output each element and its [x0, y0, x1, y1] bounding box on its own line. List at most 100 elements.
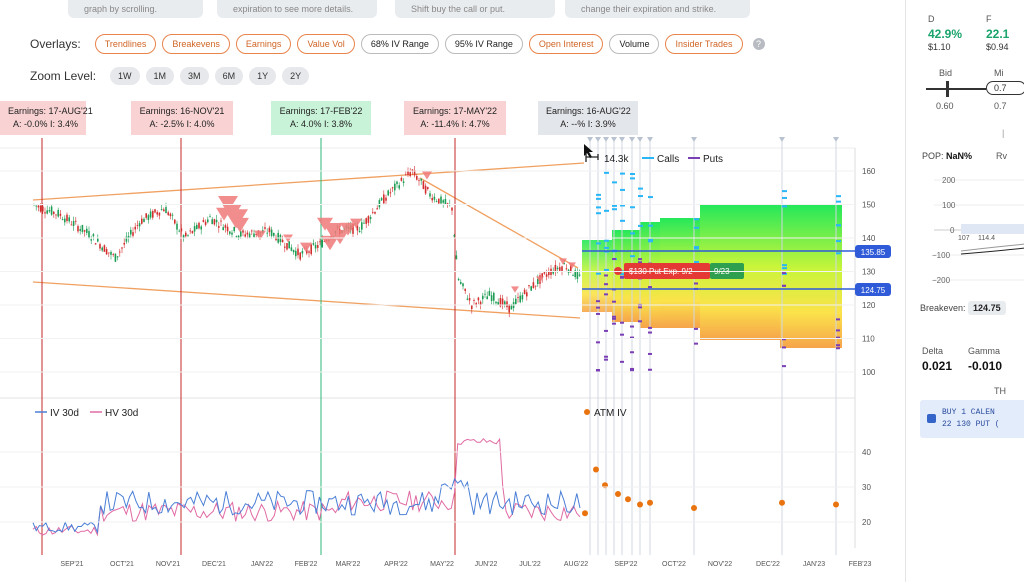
overlay-open-interest-button[interactable]: Open Interest — [528, 34, 604, 54]
options-chart: 135.85 124.75 $130 Put Exp. 9/2 9/23 14.… — [0, 137, 891, 568]
earnings-box-aug21[interactable]: Earnings: 17-AUG'21 A: -0.0% I: 3.4% — [0, 101, 93, 135]
candle-body — [81, 224, 84, 232]
candle-body — [358, 230, 361, 233]
candle-body — [255, 233, 257, 236]
order-summary-card[interactable]: BUY 1 CALEN 22 130 PUT ( — [920, 400, 1024, 438]
put-oi-tick — [612, 300, 616, 303]
overlay-insider-trades-button[interactable]: Insider Trades — [665, 34, 743, 54]
candle-body — [576, 271, 579, 279]
call-oi-tick — [630, 173, 635, 176]
call-oi-tick — [782, 264, 787, 267]
overlay-trendlines-button[interactable]: Trendlines — [94, 34, 157, 54]
candle-body — [121, 247, 123, 249]
candle-body — [504, 301, 506, 305]
candle-body — [339, 229, 341, 235]
call-oi-tick — [836, 240, 841, 243]
candle-body — [284, 246, 286, 248]
overlay-volume-button[interactable]: Volume — [609, 34, 660, 54]
insider-sale-icon — [254, 230, 266, 241]
iv-tick-label: 30 — [862, 483, 871, 492]
delta-label: Delta — [922, 346, 944, 356]
time-tick-label: JAN'23 — [803, 561, 825, 568]
pop-value: NaN% — [946, 151, 973, 161]
call-oi-tick — [638, 224, 643, 227]
expiry-marker-icon — [611, 137, 617, 142]
call-oi-tick — [620, 172, 625, 175]
candle-body — [277, 232, 279, 243]
candle-body — [268, 227, 271, 233]
candle-body — [97, 238, 99, 242]
candle-body — [341, 230, 343, 233]
put-oi-tick — [604, 358, 608, 361]
candle-body — [407, 171, 409, 175]
call-oi-tick — [782, 267, 787, 270]
earnings-box-may22[interactable]: Earnings: 17-MAY'22 A: -11.4% I: 4.7% — [404, 101, 506, 135]
help-icon[interactable]: ? — [752, 38, 765, 50]
overlay-value-vol-button[interactable]: Value Vol — [297, 34, 355, 54]
call-oi-tick — [648, 275, 653, 278]
call-oi-tick — [630, 232, 635, 235]
section-marker: | — [1002, 128, 1005, 138]
put-oi-tick — [836, 336, 840, 339]
overlay-earnings-button[interactable]: Earnings — [235, 34, 292, 54]
candle-body — [449, 204, 451, 206]
overlay-95-iv-button[interactable]: 95% IV Range — [444, 34, 523, 54]
earnings-box-nov21[interactable]: Earnings: 16-NOV'21 A: -2.5% I: 4.0% — [131, 101, 233, 135]
overlay-68-iv-button[interactable]: 68% IV Range — [360, 34, 439, 54]
candle-body — [572, 275, 574, 276]
candle-body — [561, 266, 563, 272]
hv-30d-line — [32, 437, 581, 537]
candle-body — [176, 223, 178, 230]
earnings-title: Earnings: 16-NOV'21 — [139, 106, 225, 116]
zoom-6m-button[interactable]: 6M — [214, 67, 244, 85]
time-axis: SEP'21 OCT'21 NOV'21 DEC'21 JAN'22 FEB'22 MAR'… — [60, 561, 871, 568]
call-oi-tick — [782, 190, 787, 193]
candle-body — [154, 209, 156, 213]
zoom-row: Zoom Level: 1W 1M 3M 6M 1Y 2Y — [30, 67, 310, 85]
candle-body — [178, 230, 180, 232]
candle-body — [119, 251, 121, 253]
bid-mid-slider-track[interactable] — [926, 88, 986, 90]
gamma-label: Gamma — [968, 346, 1001, 356]
put-oi-tick — [836, 344, 840, 347]
order-line-2: 22 130 PUT ( — [942, 420, 1000, 429]
candle-body — [429, 193, 431, 197]
candle-body — [554, 264, 557, 273]
mid-price-box[interactable]: 0.7 — [986, 81, 1024, 95]
candle-body — [143, 218, 145, 223]
bid-slider-handle[interactable] — [946, 81, 949, 97]
put-oi-tick — [620, 321, 624, 324]
candle-body — [286, 243, 288, 250]
expiry-marker-icon — [595, 137, 601, 142]
candle-body — [411, 169, 414, 172]
call-oi-tick — [612, 181, 617, 184]
candle-body — [462, 283, 464, 287]
earnings-title: Earnings: 17-FEB'22 — [279, 106, 363, 116]
candle-body — [79, 229, 81, 231]
time-tick-label: SEP'21 — [60, 561, 83, 568]
candle-body — [385, 197, 387, 201]
candle-body — [543, 272, 546, 274]
order-icon — [927, 414, 936, 423]
earnings-box-feb22[interactable]: Earnings: 17-FEB'22 A: 4.0% I: 3.8% — [271, 101, 371, 135]
atm-iv-point — [647, 499, 653, 506]
call-oi-tick — [620, 219, 625, 222]
put-oi-tick — [648, 368, 652, 371]
candle-body — [402, 181, 405, 183]
zoom-1y-button[interactable]: 1Y — [249, 67, 277, 85]
zoom-2y-button[interactable]: 2Y — [282, 67, 310, 85]
zoom-3m-button[interactable]: 3M — [180, 67, 209, 85]
atm-iv-point — [602, 482, 608, 489]
hint-strip: graph by scrolling. expiration to see mo… — [0, 0, 900, 20]
put-oi-tick — [630, 351, 634, 354]
candle-body — [438, 198, 440, 204]
overlay-breakevens-button[interactable]: Breakevens — [162, 34, 230, 54]
candle-body — [488, 290, 491, 296]
zoom-1w-button[interactable]: 1W — [110, 67, 140, 85]
candle-body — [383, 194, 385, 204]
earnings-box-aug22[interactable]: Earnings: 16-AUG'22 A: --% I: 3.9% — [538, 101, 638, 135]
call-oi-tick — [694, 218, 699, 221]
zoom-1m-button[interactable]: 1M — [145, 67, 175, 85]
earnings-title: Earnings: 16-AUG'22 — [546, 106, 631, 116]
candle-body — [266, 232, 268, 234]
